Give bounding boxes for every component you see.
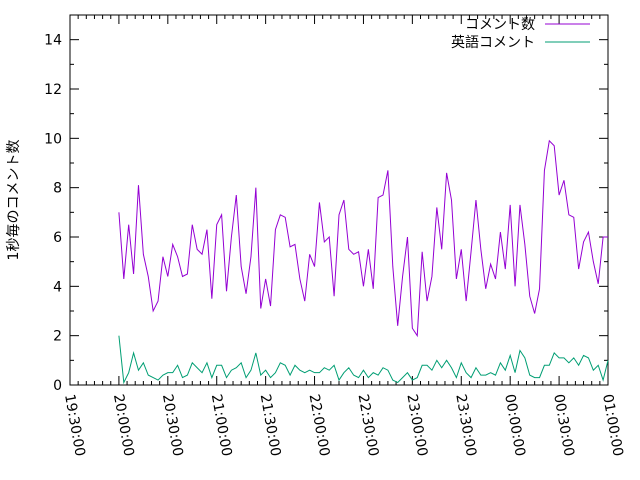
y-tick-label: 0: [53, 378, 62, 394]
x-tick-label: 22:30:00: [355, 393, 382, 458]
y-axis-title: 1秒毎のコメント数: [6, 140, 22, 261]
x-tick-label: 21:00:00: [208, 393, 235, 458]
y-axis-title-group: 1秒毎のコメント数: [6, 140, 22, 261]
plot-frame: [69, 14, 609, 386]
x-tick-label: 19:30:00: [61, 393, 88, 458]
y-tick-label: 4: [53, 279, 62, 295]
x-tick-label: 20:00:00: [110, 393, 137, 458]
plot-border: [69, 14, 609, 386]
x-tick-label: 20:30:00: [159, 393, 186, 458]
x-tick-label: 21:30:00: [257, 393, 284, 458]
y-tick-label: 12: [44, 82, 62, 98]
y-tick-label: 6: [53, 230, 62, 246]
legend-label-1: コメント数: [465, 17, 535, 33]
series-layer: [118, 139, 609, 385]
x-tick-label: 23:30:00: [452, 393, 479, 458]
series-line-1: [118, 139, 608, 338]
x-tick-label: 01:00:00: [599, 393, 626, 458]
x-tick-label: 00:00:00: [501, 393, 528, 458]
x-tick-label: 00:30:00: [550, 393, 577, 458]
y-tick-label: 2: [53, 329, 62, 345]
x-axis-ticks: 19:30:00 20:00:00 20:30:00 21:00:00 21:30:00…: [61, 15, 626, 458]
series-line-2: [118, 335, 609, 385]
x-tick-label: 22:00:00: [306, 393, 333, 458]
y-axis-ticks: 0 2 4 6 8 10 12 14: [44, 33, 608, 394]
y-tick-label: 8: [53, 181, 62, 197]
y-tick-label: 10: [44, 131, 62, 147]
legend-label-2: 英語コメント: [451, 34, 535, 51]
x-tick-label: 23:00:00: [403, 393, 430, 458]
y-tick-label: 14: [44, 33, 62, 49]
